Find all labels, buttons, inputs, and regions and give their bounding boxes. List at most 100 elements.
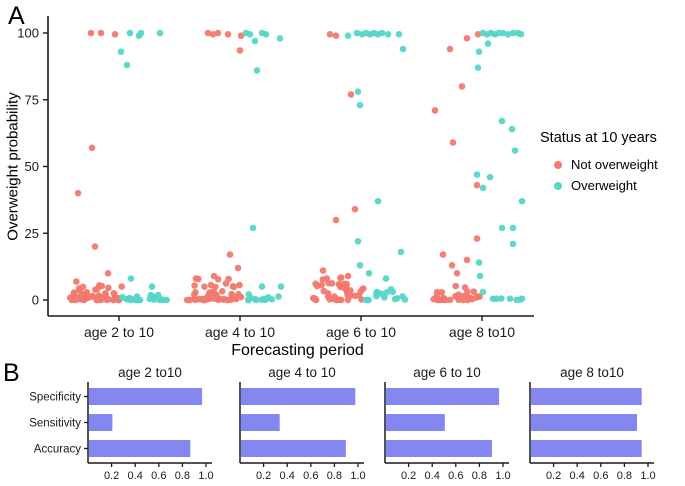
point-overweight <box>127 275 135 282</box>
point-overweight <box>504 31 512 38</box>
point-not-overweight <box>209 295 217 302</box>
legend-label-not-overweight: Not overweight <box>571 157 658 172</box>
point-not-overweight <box>104 270 112 277</box>
point-not-overweight <box>449 139 457 146</box>
point-overweight <box>401 296 409 303</box>
point-overweight <box>263 295 270 303</box>
facet-2-x-tick-label-1: 0.4 <box>425 470 440 482</box>
point-not-overweight <box>234 264 242 272</box>
point-overweight <box>151 294 158 301</box>
panel-a-label: A <box>8 2 25 30</box>
x-tick-label-3: age 8 to10 <box>449 324 515 340</box>
facet-2-x-tick-label-3: 0.8 <box>472 470 487 482</box>
point-not-overweight <box>75 285 83 292</box>
point-not-overweight <box>82 294 89 302</box>
point-overweight <box>374 197 382 205</box>
point-overweight <box>498 224 506 232</box>
point-not-overweight <box>214 29 222 37</box>
point-overweight <box>378 29 386 37</box>
facet-title-1: age 4 to 10 <box>268 365 336 380</box>
point-not-overweight <box>470 288 478 296</box>
point-overweight <box>356 262 364 269</box>
y-tick-label-100: 100 <box>17 26 39 41</box>
panel-a-x-axis-title: Forecasting period <box>231 342 364 359</box>
facet-3-x-tick-label-2: 0.6 <box>593 470 608 482</box>
point-overweight <box>479 288 487 296</box>
point-not-overweight <box>474 293 482 300</box>
point-not-overweight <box>458 83 466 90</box>
point-not-overweight <box>219 288 226 295</box>
facet-2-x-tick-label-0: 0.2 <box>401 470 416 482</box>
point-not-overweight <box>326 31 334 38</box>
point-not-overweight <box>452 282 460 290</box>
point-not-overweight <box>87 29 95 37</box>
legend: Status at 10 years Not overweight Overwe… <box>540 130 685 196</box>
point-not-overweight <box>433 288 441 296</box>
point-overweight <box>160 296 168 304</box>
x-tick-label-2: age 6 to 10 <box>326 324 396 340</box>
point-not-overweight <box>200 296 207 304</box>
point-not-overweight <box>225 275 232 283</box>
x-tick-label-1: age 4 to 10 <box>205 324 275 340</box>
point-overweight <box>251 37 259 45</box>
point-overweight <box>498 295 505 302</box>
bar-specificity-facet-1 <box>240 388 356 405</box>
point-overweight <box>517 31 525 38</box>
point-overweight <box>356 101 364 109</box>
point-overweight <box>276 35 284 42</box>
point-overweight <box>479 184 487 192</box>
point-not-overweight <box>236 47 244 54</box>
bar-specificity-facet-0 <box>88 388 203 405</box>
point-not-overweight <box>89 293 96 300</box>
point-not-overweight <box>351 205 359 213</box>
point-not-overweight <box>347 287 354 294</box>
point-not-overweight <box>207 281 215 289</box>
legend-item-not-overweight: Not overweight <box>540 154 685 175</box>
point-not-overweight <box>332 216 340 224</box>
point-overweight <box>473 171 481 178</box>
point-not-overweight <box>439 251 447 258</box>
point-overweight <box>509 224 517 232</box>
point-overweight <box>354 88 362 95</box>
point-not-overweight <box>341 285 349 292</box>
bar-sensitivity-facet-0 <box>88 414 113 431</box>
point-not-overweight <box>344 272 352 280</box>
point-not-overweight <box>464 296 472 304</box>
point-overweight <box>354 238 362 245</box>
facet-0-x-tick-label-0: 0.2 <box>104 470 119 482</box>
point-not-overweight <box>72 296 80 304</box>
point-not-overweight <box>460 292 468 300</box>
facet-3-x-tick-label-0: 0.2 <box>546 470 561 482</box>
point-not-overweight <box>110 296 117 304</box>
facet-0-x-tick-label-1: 0.4 <box>128 470 143 482</box>
bar-specificity-facet-2 <box>385 388 500 405</box>
point-not-overweight <box>332 32 340 39</box>
point-overweight <box>387 286 395 293</box>
point-overweight <box>474 64 482 71</box>
y-tick-label-0: 0 <box>32 293 39 308</box>
point-not-overweight <box>359 285 367 292</box>
x-tick-label-0: age 2 to 10 <box>84 324 154 340</box>
point-overweight <box>506 295 514 303</box>
point-not-overweight <box>204 292 212 300</box>
legend-dot-overweight-icon <box>554 181 562 190</box>
facet-3-x-tick-label-1: 0.4 <box>570 470 585 482</box>
legend-label-overweight: Overweight <box>571 178 637 193</box>
point-not-overweight <box>228 290 235 298</box>
point-not-overweight <box>347 91 355 98</box>
point-overweight <box>245 291 253 298</box>
point-not-overweight <box>442 296 449 304</box>
point-not-overweight <box>473 235 481 242</box>
facet-1-x-tick-label-1: 0.4 <box>280 470 295 482</box>
facet-1-x-tick-label-0: 0.2 <box>256 470 271 482</box>
point-overweight <box>498 117 506 125</box>
point-overweight <box>117 48 125 55</box>
point-overweight <box>156 29 164 37</box>
point-not-overweight <box>430 295 437 303</box>
facet-title-2: age 6 to 10 <box>413 365 481 380</box>
point-not-overweight <box>319 267 327 274</box>
point-not-overweight <box>473 181 481 189</box>
point-overweight <box>382 275 390 282</box>
point-overweight <box>148 283 156 290</box>
